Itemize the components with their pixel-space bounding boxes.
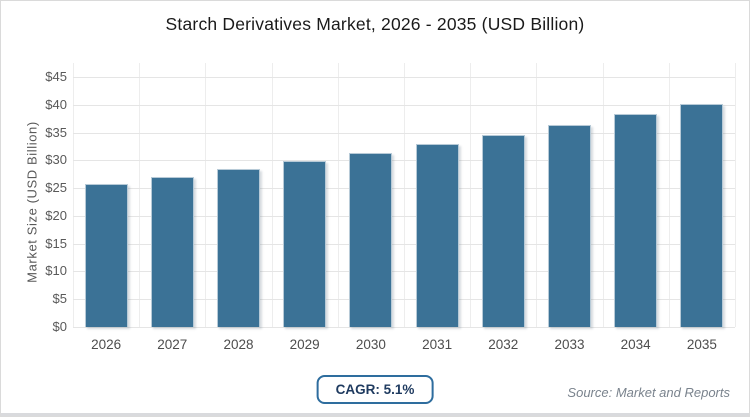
x-tick-label: 2029 — [289, 337, 320, 352]
y-tick-label: $45 — [45, 69, 67, 84]
source-text: Source: Market and Reports — [567, 385, 730, 400]
x-tick-label: 2026 — [91, 337, 122, 352]
bar-2031 — [415, 143, 459, 327]
gridline-vertical — [735, 63, 736, 327]
gridline-vertical — [139, 63, 141, 327]
gridline-vertical — [404, 63, 405, 327]
y-axis-title: Market Size (USD Billion) — [24, 121, 40, 283]
x-tick-label: 2028 — [223, 337, 254, 352]
gridline-horizontal — [73, 160, 735, 162]
gridline-vertical — [73, 63, 74, 327]
x-tick-label: 2032 — [488, 337, 519, 352]
bar-2035 — [680, 103, 724, 327]
gridline-vertical — [271, 63, 273, 327]
x-tick-label: 2030 — [355, 337, 386, 352]
y-tick-label: $30 — [45, 152, 67, 168]
gridline-horizontal — [73, 215, 735, 217]
bar-2032 — [481, 134, 525, 327]
x-tick-label: 2034 — [620, 337, 651, 352]
x-tick-label: 2031 — [422, 337, 453, 352]
bar-2034 — [614, 114, 658, 327]
gridline-vertical — [668, 63, 670, 327]
y-tick-label: $20 — [45, 207, 67, 223]
y-tick-label: $10 — [45, 263, 67, 279]
y-tick-label: $15 — [45, 235, 67, 251]
gridline-horizontal — [73, 299, 735, 301]
x-tick-label: 2035 — [686, 337, 717, 352]
bar-2027 — [150, 177, 194, 327]
x-tick-label: 2033 — [554, 337, 585, 352]
gridline-horizontal — [73, 104, 735, 106]
bar-2029 — [283, 161, 327, 327]
gridline-vertical — [470, 63, 472, 327]
bar-2028 — [217, 169, 260, 327]
y-tick-label: $5 — [52, 291, 67, 307]
chart-title: Starch Derivatives Market, 2026 - 2035 (… — [165, 14, 585, 34]
gridline-vertical — [602, 63, 604, 327]
bottom-strip — [1, 413, 749, 416]
bar-2030 — [349, 152, 393, 327]
gridline-vertical — [337, 63, 339, 327]
gridline-horizontal — [73, 132, 735, 134]
y-tick-label: $0 — [52, 319, 67, 334]
gridline-horizontal — [73, 188, 735, 190]
bar-2026 — [84, 184, 128, 327]
y-tick-label: $40 — [45, 96, 67, 112]
bar-2033 — [548, 124, 591, 327]
cagr-badge: CAGR: 5.1% — [316, 375, 434, 404]
gridline-vertical — [536, 63, 538, 327]
gridline-vertical — [205, 63, 207, 327]
gridline-horizontal — [73, 327, 735, 328]
gridline-horizontal — [73, 243, 735, 245]
x-tick-label: 2027 — [157, 337, 188, 352]
y-tick-label: $25 — [45, 180, 67, 196]
y-tick-label: $35 — [45, 124, 67, 140]
gridline-horizontal — [73, 271, 735, 273]
gridline-horizontal — [73, 77, 735, 78]
